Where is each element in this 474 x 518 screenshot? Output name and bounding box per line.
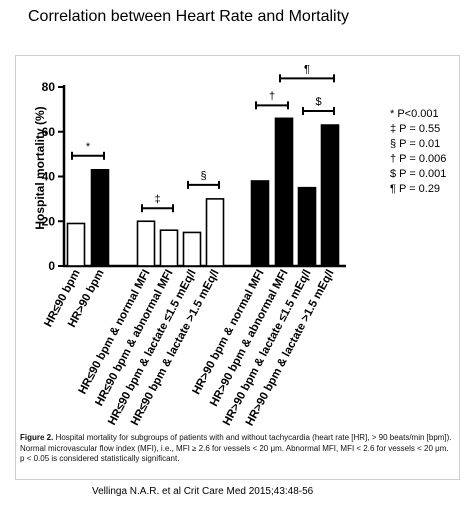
y-tick-label: 60 [42,125,56,139]
y-axis-label: Hospital mortality (%) [33,106,47,229]
legend-entry: ¶ P = 0.29 [390,183,441,195]
y-tick-label: 40 [42,170,56,184]
bar [250,180,270,267]
bar [205,198,225,267]
bracket-symbol: $ [315,96,321,108]
legend-entry: † P = 0.006 [390,153,447,165]
legend-entry: $ P = 0.001 [390,168,447,180]
bracket-symbol: ‡ [154,193,160,205]
bar [182,231,202,267]
bar [66,222,86,267]
bar [297,186,317,267]
bars-group [66,117,340,267]
citation: Vellinga N.A.R. et al Crit Care Med 2015… [92,486,314,497]
caption-label: Figure 2. [20,433,54,442]
y-tick-label: 0 [48,259,55,273]
bar [274,117,294,267]
legend-entry: ‡ P = 0.55 [390,123,441,135]
bracket-symbol: § [200,170,206,182]
legend-entry: § P = 0.01 [390,138,441,150]
y-tick-label: 80 [42,80,56,94]
bracket-symbol: * [86,141,91,153]
bar [159,229,179,267]
slide-title: Correlation between Heart Rate and Morta… [28,8,350,25]
significance-brackets: * ‡ § † $ ¶ [71,63,335,213]
figure-caption: Figure 2. Hospital mortality for subgrou… [20,433,452,465]
y-tick-label: 20 [42,214,56,228]
bracket-symbol: ¶ [304,63,310,75]
bar [320,124,340,267]
p-value-legend: * P<0.001 ‡ P = 0.55 § P = 0.01 † P = 0.… [390,107,446,197]
bar [136,220,156,267]
legend-entry: * P<0.001 [390,108,439,120]
figure-panel [15,55,460,480]
caption-text: Hospital mortality for subgroups of pati… [20,433,452,463]
bar [90,168,110,267]
bracket-symbol: † [269,90,275,102]
